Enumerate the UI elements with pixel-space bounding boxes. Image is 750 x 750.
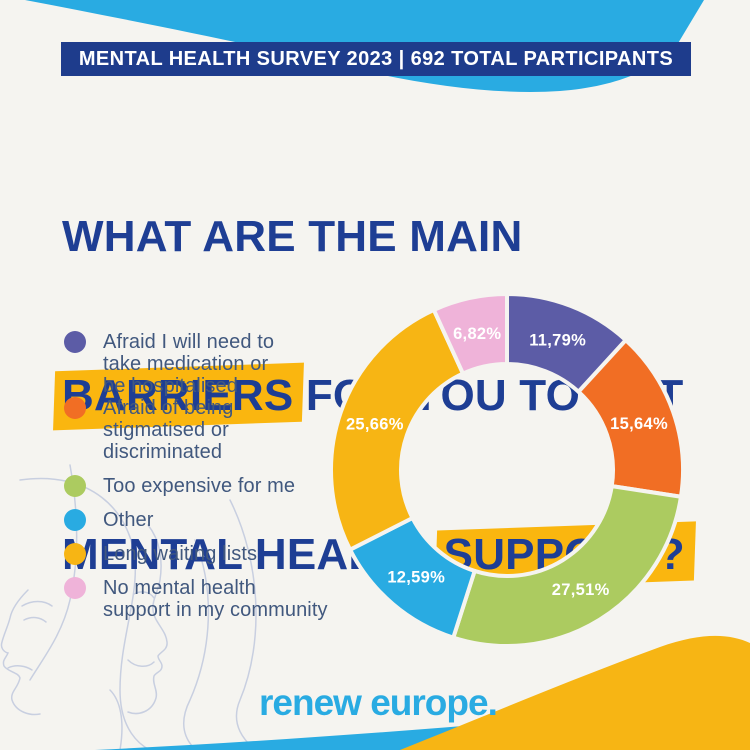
- banner: MENTAL HEALTH SURVEY 2023 | 692 TOTAL PA…: [61, 42, 691, 76]
- highlight-barriers: BARRIERS: [62, 371, 294, 420]
- donut-segment: [431, 292, 509, 376]
- title-line-1: WHAT ARE THE MAIN: [62, 212, 523, 261]
- donut-segment-label: 12,59%: [387, 568, 445, 586]
- donut-segment-label: 6,82%: [453, 325, 501, 343]
- legend-label: Afraid of being stigmatised or discrimin…: [103, 397, 234, 463]
- legend: Afraid I will need to take medication or…: [64, 331, 364, 633]
- legend-item: Other: [64, 509, 364, 531]
- legend-label: Long waiting lists: [103, 543, 258, 565]
- legend-item: Too expensive for me: [64, 475, 364, 497]
- legend-item: Long waiting lists: [64, 543, 364, 565]
- legend-item: Afraid I will need to take medication or…: [64, 331, 364, 397]
- faces-line-art: [0, 464, 257, 750]
- donut-segment-label: 27,51%: [552, 581, 610, 599]
- donut-chart: 11,79% 15,64% 27,51% 12,59% 25,66% 6,82%: [329, 292, 685, 648]
- donut-segment-label: 11,79%: [529, 331, 586, 349]
- legend-label: No mental health support in my community: [103, 577, 328, 621]
- legend-label: Other: [103, 509, 154, 531]
- donut-segment: [329, 307, 465, 552]
- donut-segment: [451, 484, 683, 648]
- banner-text: MENTAL HEALTH SURVEY 2023 | 692 TOTAL PA…: [78, 47, 674, 70]
- legend-dot: [64, 475, 86, 497]
- legend-item: No mental health support in my community: [64, 577, 364, 621]
- legend-dot: [64, 331, 86, 353]
- legend-dot: [64, 397, 86, 419]
- legend-dot: [64, 509, 86, 531]
- legend-label: Too expensive for me: [103, 475, 296, 497]
- bottom-blob-shape: [400, 635, 750, 750]
- donut-segment-label: 25,66%: [346, 416, 404, 434]
- legend-dot: [64, 577, 86, 599]
- donut-segment-label: 15,64%: [610, 415, 668, 433]
- footer-logo: renew europe.: [259, 682, 498, 723]
- legend-dot: [64, 543, 86, 565]
- legend-label: Afraid I will need to take medication or…: [103, 331, 275, 397]
- legend-item: Afraid of being stigmatised or discrimin…: [64, 397, 364, 463]
